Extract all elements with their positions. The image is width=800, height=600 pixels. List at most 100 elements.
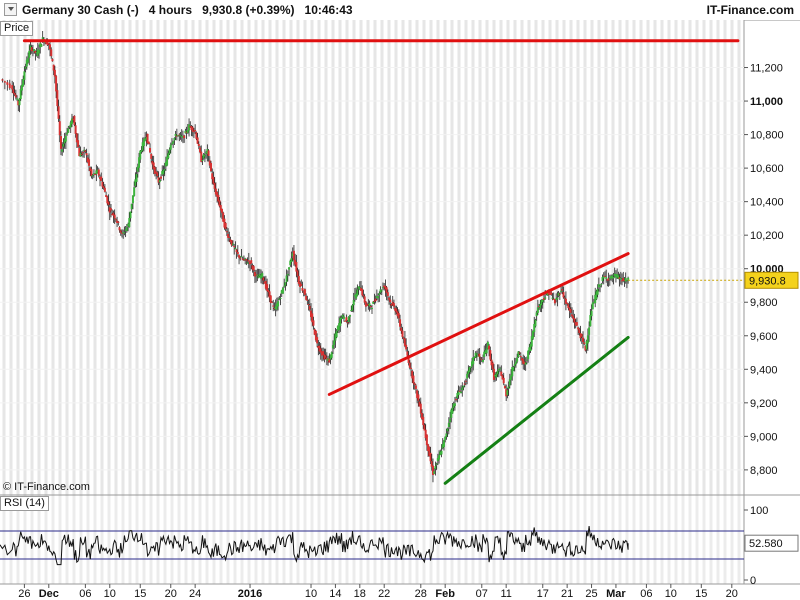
x-tick-label: 26 bbox=[18, 588, 30, 600]
candle-body bbox=[168, 149, 171, 154]
candle-body bbox=[133, 187, 136, 196]
candle-body bbox=[423, 424, 426, 431]
candle-body bbox=[190, 126, 193, 130]
x-tick-label: 07 bbox=[476, 588, 488, 600]
y-tick-label: 10,400 bbox=[750, 197, 784, 209]
candle-body bbox=[469, 366, 472, 368]
candle-body bbox=[371, 307, 373, 309]
candle-body bbox=[400, 327, 403, 332]
candle-body bbox=[466, 373, 469, 379]
candle-body bbox=[352, 299, 355, 306]
candle-body bbox=[163, 169, 166, 171]
candle-body bbox=[103, 187, 106, 192]
candle-body bbox=[18, 98, 21, 106]
candle-body bbox=[512, 366, 515, 371]
candle-body bbox=[100, 176, 103, 181]
candle-body bbox=[81, 152, 84, 154]
candle-body bbox=[158, 180, 161, 183]
x-tick-label: 17 bbox=[537, 588, 549, 600]
candle-body bbox=[281, 287, 284, 294]
candle-body bbox=[92, 173, 95, 175]
x-tick-label: 15 bbox=[695, 588, 707, 600]
candle-body bbox=[430, 461, 433, 467]
candle-body bbox=[517, 351, 520, 358]
candle-body bbox=[260, 275, 263, 279]
candle-body bbox=[394, 307, 397, 311]
x-tick-label: 22 bbox=[378, 588, 390, 600]
candle-body bbox=[390, 304, 393, 306]
dropdown-arrow-icon[interactable] bbox=[4, 3, 17, 16]
candle-body bbox=[138, 157, 141, 168]
candle-body bbox=[238, 255, 241, 258]
candle-body bbox=[17, 100, 20, 106]
candle-body bbox=[616, 274, 619, 278]
candle-body bbox=[179, 134, 182, 136]
candle-body bbox=[107, 201, 110, 205]
candle-body bbox=[78, 147, 81, 157]
candle-body bbox=[494, 374, 497, 377]
candle-body bbox=[1, 79, 4, 81]
candle-body bbox=[64, 135, 67, 142]
candle-body bbox=[300, 283, 303, 286]
candle-body bbox=[51, 58, 54, 62]
candle-body bbox=[501, 375, 504, 380]
candle-body bbox=[34, 51, 37, 54]
candle-body bbox=[599, 286, 602, 288]
candle-body bbox=[219, 205, 222, 211]
candle-body bbox=[270, 301, 273, 303]
candle-body bbox=[129, 211, 132, 219]
candle-body bbox=[484, 350, 487, 354]
candle-body bbox=[519, 356, 522, 358]
candle-body bbox=[578, 328, 581, 334]
candle-body bbox=[311, 313, 314, 323]
candle-body bbox=[461, 387, 464, 391]
candle-body bbox=[602, 276, 605, 279]
y-tick-label: 10,600 bbox=[750, 163, 784, 175]
candle-body bbox=[252, 266, 255, 271]
candle-body bbox=[439, 451, 442, 456]
candle-body bbox=[544, 297, 547, 299]
candle-body bbox=[414, 385, 417, 389]
candle-body bbox=[472, 357, 475, 365]
candle-body bbox=[206, 149, 209, 155]
candle-body bbox=[122, 232, 125, 234]
x-tick-label: 20 bbox=[726, 588, 738, 600]
candle-body bbox=[555, 298, 558, 300]
candle-body bbox=[446, 428, 449, 432]
candle-body bbox=[375, 296, 378, 298]
candle-body bbox=[294, 259, 297, 265]
candle-body bbox=[67, 128, 70, 133]
candle-body bbox=[297, 276, 300, 284]
candle-body bbox=[585, 340, 588, 350]
candle-body bbox=[146, 133, 149, 144]
candle-body bbox=[272, 305, 275, 307]
candle-body bbox=[155, 171, 158, 174]
candle-body bbox=[235, 249, 238, 253]
candle-body bbox=[224, 222, 227, 229]
candle-body bbox=[68, 125, 71, 127]
y-tick-label: 10,200 bbox=[750, 230, 784, 242]
candle-body bbox=[47, 43, 50, 45]
candle-body bbox=[524, 362, 527, 365]
candle-body bbox=[550, 292, 553, 295]
candle-body bbox=[481, 359, 484, 362]
candle-body bbox=[525, 359, 528, 361]
rsi-current-label: 52.580 bbox=[749, 538, 783, 550]
candle-body bbox=[339, 318, 342, 327]
candle-body bbox=[460, 391, 463, 394]
candle-body bbox=[39, 43, 42, 48]
candle-body bbox=[120, 232, 123, 234]
candle-body bbox=[442, 440, 445, 447]
candle-body bbox=[558, 293, 561, 295]
candle-body bbox=[471, 361, 474, 367]
candle-body bbox=[314, 330, 317, 341]
current-price-label: 9,930.8 bbox=[749, 275, 786, 287]
candle-body bbox=[325, 358, 328, 360]
candle-body bbox=[199, 147, 202, 153]
candle-body bbox=[614, 273, 617, 278]
candle-body bbox=[401, 330, 404, 337]
candle-body bbox=[500, 371, 503, 376]
candle-body bbox=[464, 380, 467, 382]
candle-body bbox=[407, 355, 410, 363]
